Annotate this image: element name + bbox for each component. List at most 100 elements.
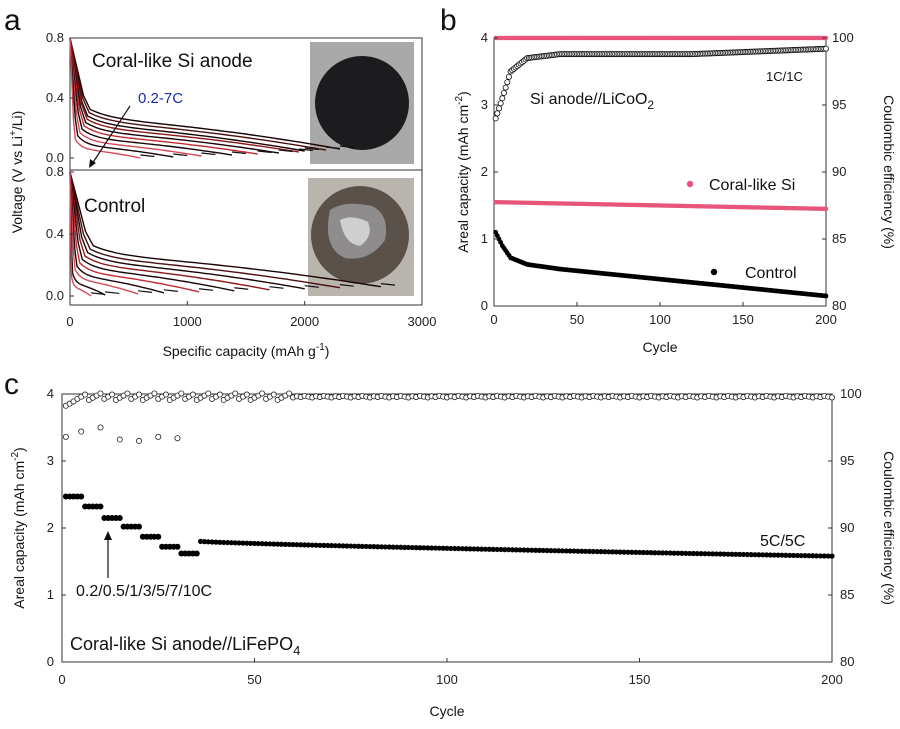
voltage-curve-coral-8 [69, 37, 202, 157]
long-cycle-capacity-point [440, 545, 446, 551]
long-cycle-capacity-point [240, 540, 246, 546]
panel-b: b 0 50 100 150 200 0 1 2 3 4 80 85 90 95 100 Si anode/… [440, 4, 897, 355]
long-cycle-capacity-point [459, 546, 465, 552]
long-cycle-capacity-point [802, 553, 808, 559]
long-cycle-capacity-point [756, 552, 762, 558]
long-cycle-capacity-point [378, 544, 385, 550]
panel-c-y2tick-label: 90 [840, 520, 854, 535]
curve-tail-control-3 [304, 285, 319, 288]
curve-tail-coral-8 [201, 152, 216, 156]
long-cycle-capacity-point [571, 548, 577, 554]
long-cycle-capacity-point [532, 547, 539, 553]
long-cycle-capacity-point [325, 542, 331, 549]
voltage-curve-coral-2 [69, 37, 326, 151]
long-cycle-capacity-point [721, 551, 727, 557]
long-cycle-capacity-point [675, 550, 681, 556]
ce-outlier-point [116, 436, 123, 443]
coral-capacity-point [823, 206, 829, 212]
rate-step-capacity-point [78, 493, 85, 500]
long-cycle-capacity-point [259, 541, 265, 547]
long-cycle-capacity-point [552, 548, 558, 554]
long-cycle-capacity-point [771, 552, 777, 558]
panel-a-xlabel: Specific capacity (mAh g-1) [163, 342, 330, 359]
long-cycle-capacity-point [352, 543, 358, 549]
rate-step-capacity-point [155, 533, 162, 540]
long-cycle-capacity-point [748, 552, 754, 558]
long-cycle-capacity-point [355, 543, 362, 549]
long-cycle-capacity-point [806, 553, 812, 559]
long-cycle-capacity-point [506, 547, 512, 553]
long-cycle-capacity-point [740, 551, 747, 558]
long-cycle-capacity-point [663, 550, 670, 556]
long-cycle-capacity-point [275, 541, 281, 547]
control-ce-point [502, 84, 509, 91]
panel-c-y2tick-label: 85 [840, 587, 854, 602]
panel-b-ytick-label: 4 [481, 30, 488, 45]
long-cycle-capacity-point [298, 542, 304, 548]
voltage-curve-coral-4 [69, 37, 299, 153]
long-cycle-capacity-point [598, 549, 604, 555]
rate-step-capacity-point [136, 523, 142, 530]
long-cycle-capacity-point [463, 546, 469, 552]
curve-tail-coral-10 [140, 154, 155, 158]
long-cycle-capacity-point [725, 551, 731, 557]
curve-tail-control-5 [234, 287, 249, 290]
panel-a-ytick-label: 0.8 [46, 30, 64, 45]
long-cycle-capacity-point [282, 541, 288, 547]
panel-b-xtick-label: 0 [490, 312, 497, 327]
long-cycle-capacity-point [209, 539, 215, 545]
voltage-curve-coral-3 [69, 37, 305, 152]
long-cycle-capacity-point [244, 540, 250, 546]
panel-c-xlabel: Cycle [429, 703, 464, 719]
long-cycle-capacity-point [409, 544, 415, 551]
curve-tail-coral-4 [298, 148, 313, 152]
ce-outlier-point [174, 435, 181, 442]
panel-c-ytick-label: 1 [47, 587, 54, 602]
long-cycle-capacity-point [548, 548, 554, 554]
ce-point [286, 390, 293, 397]
long-cycle-capacity-point [729, 551, 735, 557]
rate-step-capacity-point [174, 543, 181, 550]
panel-a-top-curves [69, 37, 354, 159]
long-cycle-capacity-point [579, 548, 585, 554]
long-cycle-capacity-point [794, 552, 800, 559]
control-electrode-delamination [340, 217, 370, 246]
ce-outlier-point [155, 433, 162, 440]
ce-point [829, 394, 836, 401]
long-cycle-capacity-point [617, 549, 623, 555]
long-cycle-capacity-point [640, 549, 646, 556]
ce-outlier-point [97, 424, 104, 431]
rate-annotation: 0.2-7C [138, 90, 183, 107]
long-cycle-capacity-point [390, 544, 396, 550]
long-cycle-capacity-point [382, 544, 388, 550]
long-cycle-capacity-point [467, 546, 473, 552]
voltage-curve-control-9 [69, 171, 106, 296]
control-ce-point [500, 89, 507, 96]
curve-tail-control-9 [105, 291, 120, 295]
long-cycle-capacity-point [232, 540, 238, 546]
long-cycle-capacity-point [498, 546, 504, 553]
panel-c-xtick-label: 0 [58, 672, 65, 687]
long-cycle-capacity-point [448, 545, 454, 552]
long-cycle-capacity-point [475, 546, 481, 552]
voltage-curve-coral-9 [69, 37, 174, 158]
rate-step-capacity-point [116, 514, 123, 521]
long-cycle-capacity-point [286, 541, 292, 548]
long-cycle-capacity-point [313, 542, 319, 548]
long-cycle-capacity-point [305, 542, 311, 548]
panel-b-y2label: Coulombic efficiency (%) [881, 95, 897, 249]
panel-a-y-ticks: 0.00.40.80.00.40.8 [46, 30, 74, 303]
voltage-curve-control-1 [69, 171, 382, 288]
long-cycle-capacity-point [767, 552, 774, 558]
curve-tail-coral-9 [173, 153, 188, 157]
panel-c-ylabel: Areal capacity (mAh cm-2) [10, 447, 27, 608]
panel-b-xlabel: Cycle [642, 339, 677, 355]
panel-letter-c: c [4, 368, 19, 401]
long-cycle-capacity-point [471, 546, 477, 552]
long-cycle-capacity-point [255, 540, 261, 547]
long-cycle-capacity-point [213, 539, 219, 545]
long-cycle-capacity-point [783, 552, 789, 558]
control-ce-point [497, 100, 504, 107]
long-cycle-capacity-point [644, 549, 650, 556]
